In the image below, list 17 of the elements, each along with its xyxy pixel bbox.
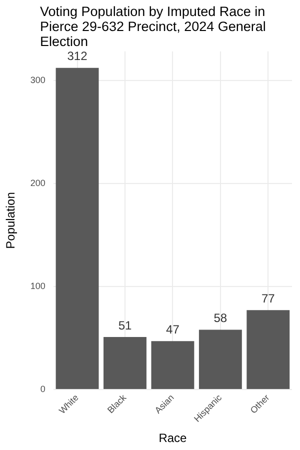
- data-label: 47: [166, 322, 180, 336]
- chart-title: Voting Population by Imputed Race in Pierce 29-632 Precinct, 2024 General Election: [40, 4, 267, 49]
- data-label: 51: [118, 318, 132, 332]
- bar: [198, 330, 242, 390]
- x-axis-title: Race: [158, 431, 188, 446]
- y-axis-title: Population: [4, 192, 18, 249]
- y-tick-label: 300: [30, 74, 46, 85]
- data-label: 58: [214, 311, 228, 326]
- bar: [151, 341, 194, 390]
- bar: [104, 336, 146, 390]
- y-tick-label: 100: [30, 280, 46, 291]
- bar: [56, 68, 99, 390]
- bar: [246, 310, 290, 390]
- data-label: 312: [67, 49, 88, 64]
- y-tick-label: 0: [40, 384, 46, 394]
- data-label: 77: [261, 291, 276, 306]
- y-tick-label: 200: [30, 178, 46, 188]
